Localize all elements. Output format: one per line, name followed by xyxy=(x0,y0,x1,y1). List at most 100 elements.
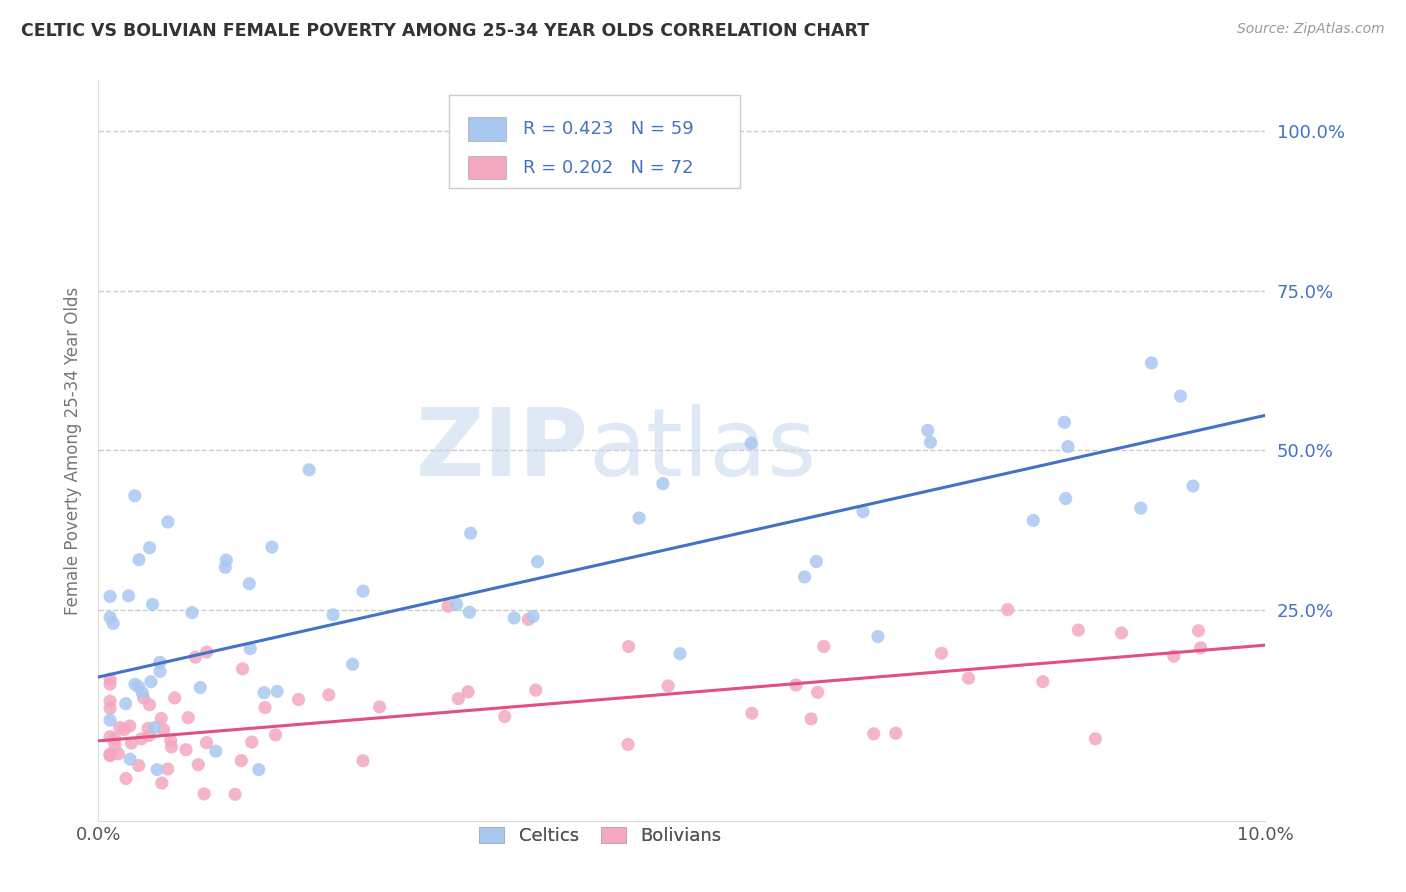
Text: atlas: atlas xyxy=(589,404,817,497)
Point xyxy=(1170,389,1192,403)
Text: R = 0.423   N = 59: R = 0.423 N = 59 xyxy=(523,120,695,138)
Point xyxy=(138,698,160,712)
Point xyxy=(458,605,481,619)
Point xyxy=(231,754,253,768)
Text: Source: ZipAtlas.com: Source: ZipAtlas.com xyxy=(1237,22,1385,37)
Point xyxy=(651,476,673,491)
Point xyxy=(1084,731,1107,746)
Point xyxy=(174,742,197,756)
Point xyxy=(112,723,135,737)
Y-axis label: Female Poverty Among 25-34 Year Olds: Female Poverty Among 25-34 Year Olds xyxy=(63,286,82,615)
Point xyxy=(188,681,211,695)
Point xyxy=(136,722,159,736)
Point xyxy=(1057,440,1080,454)
Point xyxy=(260,540,283,554)
Point xyxy=(195,645,218,659)
Point xyxy=(503,611,526,625)
Point xyxy=(138,729,160,743)
Point xyxy=(1140,356,1163,370)
Point xyxy=(150,776,173,790)
Point xyxy=(1053,415,1076,429)
Point xyxy=(141,598,163,612)
Point xyxy=(669,647,692,661)
Point xyxy=(1054,491,1077,506)
Point xyxy=(163,690,186,705)
Point xyxy=(920,435,942,450)
Point xyxy=(813,640,835,654)
Point xyxy=(617,640,640,654)
FancyBboxPatch shape xyxy=(449,95,741,187)
Point xyxy=(224,788,246,802)
Point xyxy=(1187,624,1209,638)
Point xyxy=(862,727,884,741)
Point xyxy=(287,692,309,706)
Point xyxy=(526,555,548,569)
Point xyxy=(128,758,150,772)
Point xyxy=(98,713,121,727)
Point xyxy=(104,738,127,752)
Point xyxy=(184,650,207,665)
Point xyxy=(1189,640,1212,655)
Point xyxy=(98,747,121,762)
Point xyxy=(143,721,166,735)
Point xyxy=(195,736,218,750)
Point xyxy=(124,489,146,503)
Point xyxy=(98,748,121,763)
Point xyxy=(232,662,254,676)
Point xyxy=(98,677,121,691)
Legend: Celtics, Bolivians: Celtics, Bolivians xyxy=(472,820,728,853)
Point xyxy=(785,678,807,692)
Point xyxy=(322,607,344,622)
Point xyxy=(114,697,136,711)
Point xyxy=(247,763,270,777)
Point xyxy=(298,463,321,477)
Text: CELTIC VS BOLIVIAN FEMALE POVERTY AMONG 25-34 YEAR OLDS CORRELATION CHART: CELTIC VS BOLIVIAN FEMALE POVERTY AMONG … xyxy=(21,22,869,40)
Point xyxy=(352,754,374,768)
Point xyxy=(101,616,124,631)
Point xyxy=(215,553,238,567)
Point xyxy=(150,711,173,725)
Point xyxy=(1129,501,1152,516)
Point xyxy=(146,763,169,777)
Point xyxy=(1182,479,1205,493)
Point xyxy=(98,610,121,624)
Point xyxy=(460,526,482,541)
Point xyxy=(352,584,374,599)
Point xyxy=(152,723,174,737)
Point xyxy=(446,598,468,612)
Point xyxy=(342,657,364,672)
Point xyxy=(118,719,141,733)
Point xyxy=(131,686,153,700)
Point xyxy=(884,726,907,740)
Point xyxy=(120,752,142,766)
Point xyxy=(149,655,172,669)
Point xyxy=(741,706,763,721)
Text: ZIP: ZIP xyxy=(416,404,589,497)
Point xyxy=(131,731,153,746)
Point xyxy=(124,677,146,691)
Point xyxy=(457,685,479,699)
Point xyxy=(156,515,179,529)
Point xyxy=(98,701,121,715)
Point xyxy=(852,505,875,519)
Point xyxy=(1111,626,1133,640)
Point xyxy=(108,721,131,735)
Point xyxy=(117,589,139,603)
Point xyxy=(657,679,679,693)
Point xyxy=(115,772,138,786)
Text: R = 0.202   N = 72: R = 0.202 N = 72 xyxy=(523,159,693,177)
Point xyxy=(149,665,172,679)
Point xyxy=(447,691,470,706)
Point xyxy=(159,733,181,747)
Point xyxy=(617,738,640,752)
Point xyxy=(264,728,287,742)
Point xyxy=(98,694,121,708)
Point xyxy=(98,747,121,762)
Point xyxy=(524,683,547,698)
Point xyxy=(437,599,460,614)
Point xyxy=(806,554,828,568)
Point xyxy=(318,688,340,702)
Point xyxy=(800,712,823,726)
FancyBboxPatch shape xyxy=(468,156,506,179)
Point xyxy=(368,700,391,714)
